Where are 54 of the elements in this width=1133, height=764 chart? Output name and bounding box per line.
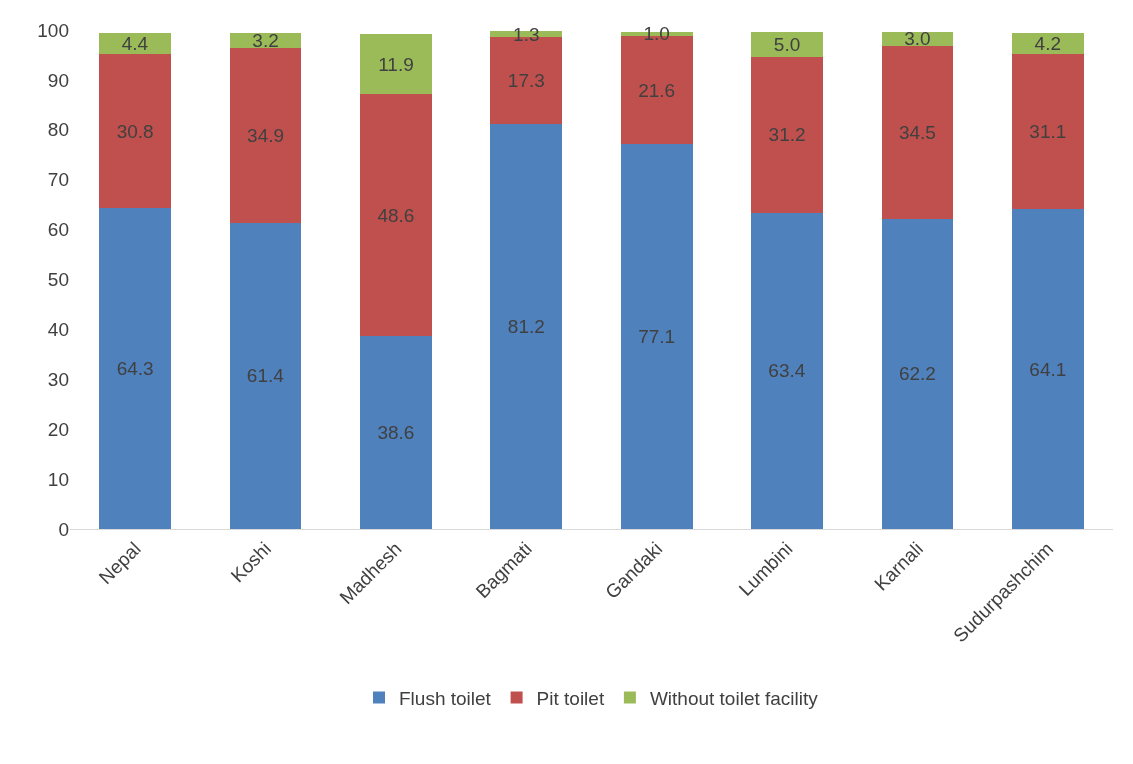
y-tick-label: 80 bbox=[47, 119, 69, 141]
bar bbox=[360, 34, 432, 94]
data-label: 64.3 bbox=[116, 358, 154, 380]
bar bbox=[751, 212, 823, 529]
data-label: 77.1 bbox=[638, 326, 676, 348]
data-label: 34.5 bbox=[898, 122, 936, 144]
bar bbox=[1011, 209, 1084, 529]
legend-label: Without toilet facility bbox=[649, 687, 819, 709]
data-label: 3.2 bbox=[252, 29, 279, 51]
y-tick-label: 40 bbox=[47, 319, 69, 341]
data-label: 81.2 bbox=[507, 315, 545, 337]
bar bbox=[881, 218, 954, 529]
data-label: 11.9 bbox=[378, 53, 414, 75]
y-tick-label: 90 bbox=[47, 69, 69, 91]
bar bbox=[1011, 53, 1084, 210]
bar bbox=[360, 336, 432, 529]
data-label: 4.4 bbox=[121, 32, 149, 54]
data-label: 4.2 bbox=[1034, 32, 1062, 54]
y-tick-label: 50 bbox=[47, 269, 69, 291]
y-tick-label: 100 bbox=[37, 19, 69, 41]
bar bbox=[751, 56, 823, 213]
bar bbox=[1011, 32, 1084, 54]
data-label: 1.0 bbox=[643, 23, 670, 45]
bar bbox=[751, 32, 823, 57]
data-label: 5.0 bbox=[773, 33, 801, 55]
bar bbox=[490, 123, 563, 529]
data-label: 62.2 bbox=[898, 363, 936, 385]
y-tick-label: 60 bbox=[47, 219, 69, 241]
bar bbox=[99, 208, 172, 529]
data-label: 34.9 bbox=[247, 125, 285, 147]
legend-label: Pit toilet bbox=[536, 687, 605, 709]
data-label: 64.1 bbox=[1029, 358, 1067, 380]
bar bbox=[99, 54, 172, 209]
data-label: 63.4 bbox=[768, 360, 806, 382]
data-label: 17.3 bbox=[507, 70, 545, 92]
data-label: 38.6 bbox=[377, 422, 415, 444]
bar bbox=[620, 144, 693, 529]
y-tick-label: 10 bbox=[47, 468, 69, 490]
data-label: 3.0 bbox=[904, 28, 931, 50]
data-label: 30.8 bbox=[116, 120, 154, 142]
y-tick-label: 30 bbox=[47, 368, 69, 390]
bar bbox=[881, 46, 954, 219]
data-label: 31.1 bbox=[1029, 121, 1067, 143]
data-label: 61.4 bbox=[246, 365, 285, 387]
data-label: 31.2 bbox=[768, 124, 806, 146]
bar bbox=[229, 48, 302, 223]
bar bbox=[229, 222, 302, 529]
data-label: 48.6 bbox=[377, 204, 415, 226]
y-tick-label: 70 bbox=[47, 169, 69, 191]
y-tick-label: 20 bbox=[47, 418, 69, 440]
legend-label: Flush toilet bbox=[399, 687, 492, 709]
bar bbox=[360, 93, 432, 337]
data-label: 21.6 bbox=[638, 79, 676, 101]
y-tick-label: 0 bbox=[58, 518, 69, 540]
